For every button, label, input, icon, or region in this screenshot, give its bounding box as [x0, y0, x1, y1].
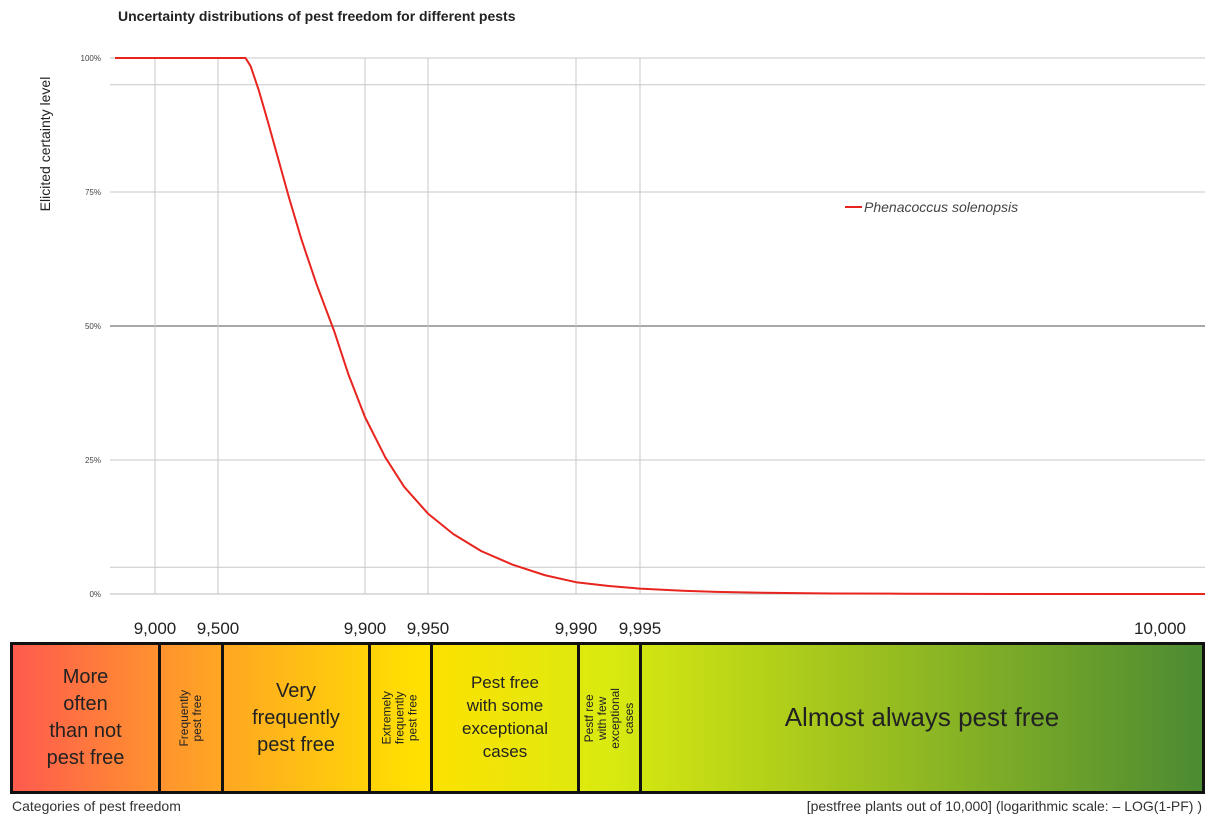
- chart-plot: 100% 75% 50% 25% 0% 9,000 9,500 9,900 9,950 9,990…: [37, 54, 1205, 638]
- y-tick-label: 100%: [81, 54, 101, 63]
- line-layer: [115, 57, 1205, 595]
- category-label: Pestf ree with few exceptional cases: [582, 687, 636, 749]
- tick-layer: 100% 75% 50% 25% 0% 9,000 9,500 9,900 9,950 9,990…: [81, 54, 1186, 638]
- category-label: Very frequently pest free: [252, 679, 340, 756]
- category-label: Extremely frequently pest free: [379, 691, 421, 745]
- category-box: Frequently pest free: [158, 642, 224, 794]
- x-tick-label: 9,950: [407, 619, 450, 638]
- category-box: More often than not pest free: [10, 642, 161, 794]
- category-label: Pest free with some exceptional cases: [461, 673, 548, 761]
- y-axis-label: Elicited certainty level: [37, 77, 53, 212]
- category-box: Almost always pest free: [639, 642, 1205, 794]
- x-tick-label: 9,000: [134, 619, 177, 638]
- grid-layer: [110, 57, 1205, 595]
- x-tick-label: 9,990: [555, 619, 598, 638]
- categories-label: Categories of pest freedom: [12, 798, 181, 814]
- category-box: Pest free with some exceptional cases: [430, 642, 580, 794]
- y-tick-label: 75%: [85, 188, 101, 197]
- y-tick-label: 25%: [85, 456, 101, 465]
- category-label: Frequently pest free: [176, 689, 204, 747]
- category-box: Pestf ree with few exceptional cases: [577, 642, 642, 794]
- legend-label: Phenacoccus solenopsis: [864, 199, 1018, 215]
- x-tick-label: 9,995: [619, 619, 662, 638]
- category-label: Almost always pest free: [784, 702, 1060, 733]
- chart-title: Uncertainty distributions of pest freedo…: [118, 8, 516, 24]
- x-tick-label: 9,500: [197, 619, 240, 638]
- x-tick-label: 10,000: [1134, 619, 1186, 638]
- series-line: [115, 57, 1205, 595]
- category-box: Extremely frequently pest free: [368, 642, 433, 794]
- category-box: Very frequently pest free: [221, 642, 371, 794]
- x-axis-note: [pestfree plants out of 10,000] (logarit…: [806, 798, 1202, 814]
- y-tick-label: 50%: [85, 322, 101, 331]
- y-tick-label: 0%: [89, 590, 101, 599]
- x-tick-label: 9,900: [344, 619, 387, 638]
- legend: Phenacoccus solenopsis: [845, 199, 1018, 215]
- category-label: More often than not pest free: [46, 666, 125, 769]
